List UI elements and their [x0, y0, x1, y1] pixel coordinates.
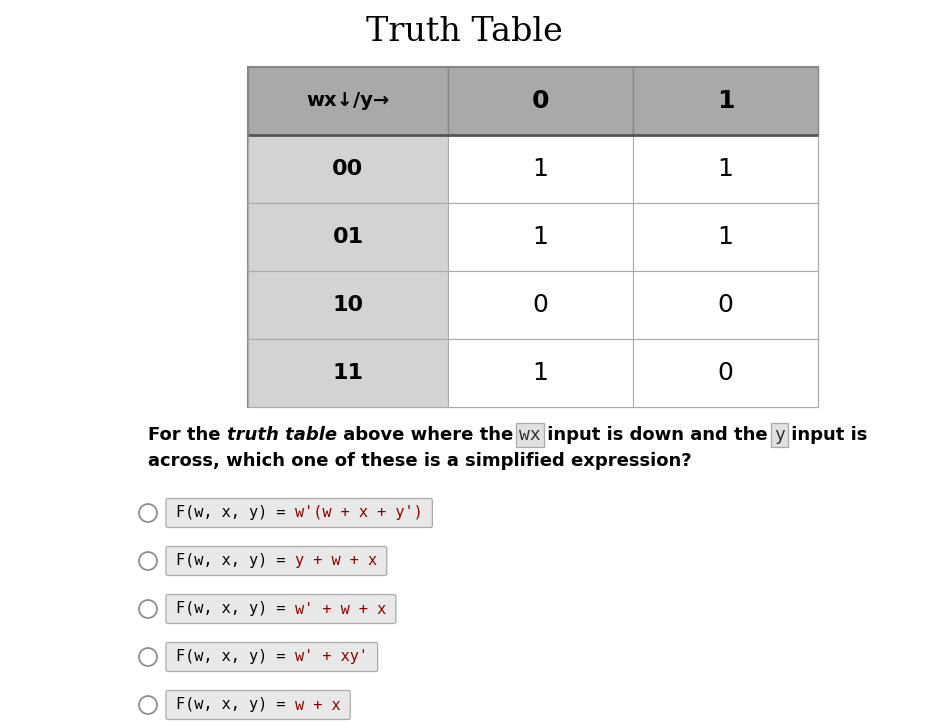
Text: input is: input is: [784, 426, 867, 444]
Text: 00: 00: [332, 159, 363, 179]
Text: 1: 1: [716, 89, 733, 113]
Bar: [448, 339, 632, 407]
FancyBboxPatch shape: [770, 423, 787, 447]
Circle shape: [139, 648, 157, 666]
Text: wx↓/y→: wx↓/y→: [306, 92, 389, 110]
Text: For the: For the: [147, 426, 226, 444]
Bar: [248, 339, 448, 407]
Text: 0: 0: [717, 293, 732, 317]
Bar: [248, 67, 817, 407]
Bar: [248, 271, 448, 339]
Text: 11: 11: [332, 363, 363, 383]
Text: above where the: above where the: [337, 426, 519, 444]
Bar: [632, 271, 817, 339]
Circle shape: [139, 552, 157, 570]
FancyBboxPatch shape: [166, 643, 377, 671]
Text: 0: 0: [531, 89, 549, 113]
Text: w' + w + x: w' + w + x: [294, 601, 386, 617]
Text: y + w + x: y + w + x: [294, 554, 376, 568]
Text: across, which one of these is a simplified expression?: across, which one of these is a simplifi…: [147, 452, 691, 470]
Text: 0: 0: [717, 361, 732, 385]
Text: F(w, x, y) =: F(w, x, y) =: [176, 650, 294, 664]
Text: F(w, x, y) =: F(w, x, y) =: [176, 505, 294, 521]
Bar: [248, 203, 448, 271]
FancyBboxPatch shape: [515, 423, 543, 447]
Text: F(w, x, y) =: F(w, x, y) =: [176, 554, 294, 568]
Bar: [448, 203, 632, 271]
Text: 1: 1: [717, 157, 732, 181]
Text: 10: 10: [332, 295, 363, 315]
Text: wx: wx: [519, 426, 540, 444]
Text: Truth Table: Truth Table: [365, 16, 562, 48]
Text: truth table: truth table: [226, 426, 337, 444]
Text: 1: 1: [532, 361, 548, 385]
Text: w' + xy': w' + xy': [294, 650, 367, 664]
Text: 1: 1: [532, 225, 548, 249]
Text: 1: 1: [532, 157, 548, 181]
Bar: [632, 135, 817, 203]
FancyBboxPatch shape: [166, 498, 432, 528]
Text: 01: 01: [332, 227, 363, 247]
Bar: [632, 203, 817, 271]
FancyBboxPatch shape: [166, 547, 387, 575]
Bar: [448, 135, 632, 203]
Text: input is down and the: input is down and the: [540, 426, 773, 444]
Text: 0: 0: [532, 293, 548, 317]
Bar: [448, 67, 632, 135]
Bar: [448, 271, 632, 339]
Bar: [632, 339, 817, 407]
FancyBboxPatch shape: [166, 594, 396, 624]
Text: w + x: w + x: [294, 697, 340, 713]
Bar: [632, 67, 817, 135]
Text: F(w, x, y) =: F(w, x, y) =: [176, 601, 294, 617]
Bar: [248, 67, 448, 135]
Text: w'(w + x + y'): w'(w + x + y'): [294, 505, 422, 521]
Circle shape: [139, 504, 157, 522]
Text: F(w, x, y) =: F(w, x, y) =: [176, 697, 294, 713]
Text: 1: 1: [717, 225, 732, 249]
Circle shape: [139, 696, 157, 714]
Bar: [248, 135, 448, 203]
FancyBboxPatch shape: [166, 690, 349, 720]
Circle shape: [139, 600, 157, 618]
Text: y: y: [773, 426, 784, 444]
